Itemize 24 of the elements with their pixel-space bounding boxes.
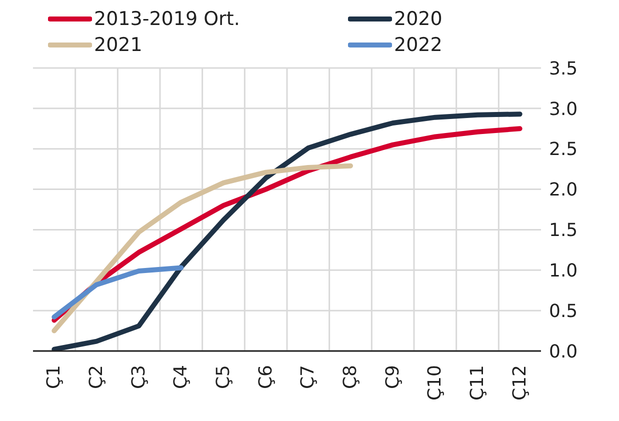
y-tick-label: 1.5 [549, 220, 578, 242]
x-tick-label: Ç12 [509, 365, 530, 400]
y-tick-label: 0.0 [549, 341, 578, 362]
y-tick-label: 3.0 [549, 98, 578, 120]
x-tick-label: Ç7 [298, 365, 319, 390]
x-tick-label: Ç8 [340, 365, 361, 390]
x-tick-label: Ç1 [44, 365, 65, 390]
y-tick-label: 2.5 [549, 139, 578, 160]
legend-label: 2021 [94, 34, 142, 56]
x-tick-label: Ç4 [170, 365, 192, 390]
x-tick-label: Ç11 [467, 365, 488, 400]
x-tick-label: Ç6 [255, 365, 276, 390]
legend-label: 2020 [394, 8, 442, 30]
x-tick-label: Ç9 [382, 365, 404, 390]
legend-label: 2013-2019 Ort. [94, 8, 240, 30]
x-tick-label: Ç3 [128, 365, 150, 390]
x-tick-label: Ç5 [213, 365, 234, 390]
y-tick-label: 0.5 [549, 300, 578, 322]
y-tick-label: 3.5 [549, 58, 578, 80]
y-tick-label: 2.0 [549, 180, 578, 201]
legend-label: 2022 [394, 34, 442, 56]
y-tick-label: 1.0 [549, 260, 578, 282]
x-tick-label: Ç10 [424, 365, 446, 400]
x-tick-label: Ç2 [86, 365, 107, 390]
